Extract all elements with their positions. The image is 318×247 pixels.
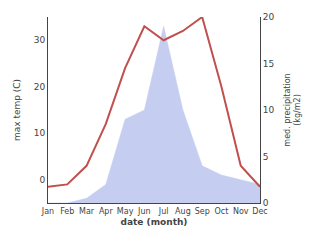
svg-text:Feb: Feb	[60, 207, 74, 216]
svg-text:Nov: Nov	[233, 207, 249, 216]
svg-text:Jun: Jun	[137, 207, 151, 216]
svg-text:10: 10	[263, 105, 275, 115]
svg-text:med. precipitation(kg/m2): med. precipitation(kg/m2)	[283, 73, 302, 146]
svg-text:20: 20	[34, 82, 46, 92]
svg-text:Jan: Jan	[41, 207, 54, 216]
svg-text:Sep: Sep	[195, 207, 210, 216]
svg-text:date (month): date (month)	[121, 217, 188, 227]
svg-text:Dec: Dec	[252, 207, 267, 216]
svg-text:0: 0	[39, 175, 45, 185]
svg-text:10: 10	[34, 128, 46, 138]
svg-text:Aug: Aug	[175, 207, 191, 216]
svg-text:5: 5	[263, 152, 269, 162]
svg-text:20: 20	[263, 12, 275, 22]
svg-text:Jul: Jul	[158, 207, 169, 216]
svg-text:Apr: Apr	[99, 207, 114, 216]
svg-text:30: 30	[34, 35, 46, 45]
svg-text:max temp (C): max temp (C)	[12, 79, 22, 141]
svg-text:0: 0	[263, 198, 269, 208]
svg-text:Mar: Mar	[79, 207, 95, 216]
svg-text:May: May	[117, 207, 134, 216]
svg-text:Oct: Oct	[215, 207, 229, 216]
svg-text:15: 15	[263, 59, 274, 69]
